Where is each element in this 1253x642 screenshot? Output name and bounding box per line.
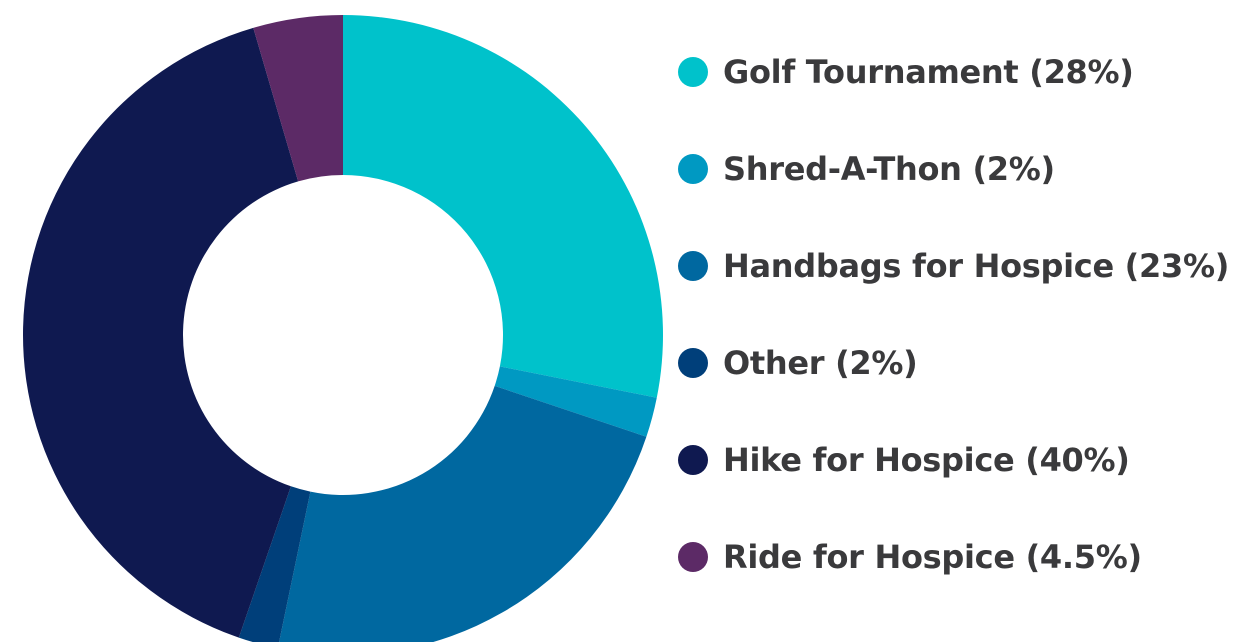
legend-label: Shred-A-Thon (2%): [723, 150, 1055, 188]
legend-item-other: Other (2%): [678, 335, 1229, 391]
legend-swatch: [678, 445, 708, 475]
slice-ride-for-hospice: [253, 15, 343, 182]
legend-item-handbags-for-hospice: Handbags for Hospice (23%): [678, 238, 1229, 294]
slice-golf-tournament: [343, 15, 663, 398]
legend-label: Other (2%): [723, 344, 918, 382]
legend-item-shred-a-thon: Shred-A-Thon (2%): [678, 141, 1229, 197]
legend: Golf Tournament (28%) Shred-A-Thon (2%) Ha…: [678, 44, 1229, 626]
legend-label: Handbags for Hospice (23%): [723, 247, 1230, 285]
slice-handbags-for-hospice: [279, 385, 647, 642]
legend-item-golf-tournament: Golf Tournament (28%): [678, 44, 1229, 100]
legend-item-ride-for-hospice: Ride for Hospice (4.5%): [678, 529, 1229, 585]
donut-chart: [22, 15, 663, 642]
legend-swatch: [678, 348, 708, 378]
slice-shred-a-thon: [494, 366, 657, 437]
legend-swatch: [678, 251, 708, 281]
slice-hike-for-hospice: [22, 27, 299, 638]
legend-label: Ride for Hospice (4.5%): [723, 538, 1142, 576]
legend-swatch: [678, 57, 708, 87]
slice-other: [238, 486, 311, 642]
legend-label: Hike for Hospice (40%): [723, 441, 1130, 479]
legend-swatch: [678, 542, 708, 572]
legend-item-hike-for-hospice: Hike for Hospice (40%): [678, 432, 1229, 488]
legend-label: Golf Tournament (28%): [723, 53, 1134, 91]
legend-swatch: [678, 154, 708, 184]
